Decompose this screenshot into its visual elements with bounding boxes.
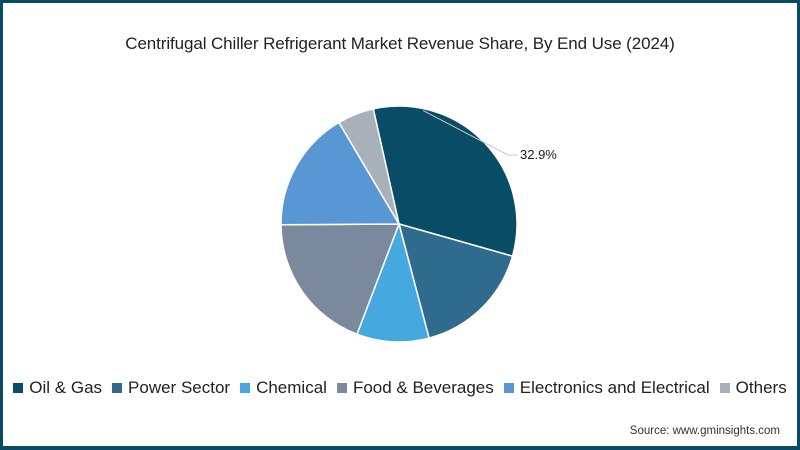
pie-slice-food-beverages xyxy=(280,223,401,336)
legend-swatch-icon xyxy=(13,383,24,393)
legend-swatch-icon xyxy=(336,383,347,393)
legend-label: Electronics and Electrical xyxy=(519,378,710,397)
oil-gas-percent-label: 32.9% xyxy=(520,147,557,162)
legend-swatch-icon xyxy=(240,383,251,393)
legend-item: Electronics and Electrical xyxy=(503,378,710,398)
legend-swatch-icon xyxy=(719,383,730,393)
legend-label: Others xyxy=(735,378,787,397)
legend-item: Power Sector xyxy=(112,378,230,398)
legend-item: Food & Beverages xyxy=(336,378,494,398)
source-note: Source: www.gminsights.com xyxy=(629,425,780,437)
legend-label: Power Sector xyxy=(128,378,231,397)
legend-label: Chemical xyxy=(256,378,327,397)
legend-item: Oil & Gas xyxy=(13,378,102,398)
chart-legend: Oil & Gas Power Sector Chemical Food & Beve… xyxy=(0,378,800,398)
pie-slice-chemical xyxy=(355,221,430,343)
legend-swatch-icon xyxy=(503,383,514,393)
pie-labels: 32.9% xyxy=(422,110,557,162)
legend-label: Oil & Gas xyxy=(29,378,103,397)
legend-item: Others xyxy=(719,378,787,398)
pie-slice-others xyxy=(337,107,400,225)
legend-label: Food & Beverages xyxy=(352,378,494,397)
legend-swatch-icon xyxy=(112,383,123,393)
pie-slices xyxy=(280,105,518,343)
legend-item: Chemical xyxy=(240,378,327,398)
pie-slice-power-sector xyxy=(397,222,514,340)
chart-title: Centrifugal Chiller Refrigerant Market R… xyxy=(125,34,675,53)
pie-slice-electronics-and-electrical xyxy=(280,121,401,226)
annotation-leader-line xyxy=(422,110,518,156)
